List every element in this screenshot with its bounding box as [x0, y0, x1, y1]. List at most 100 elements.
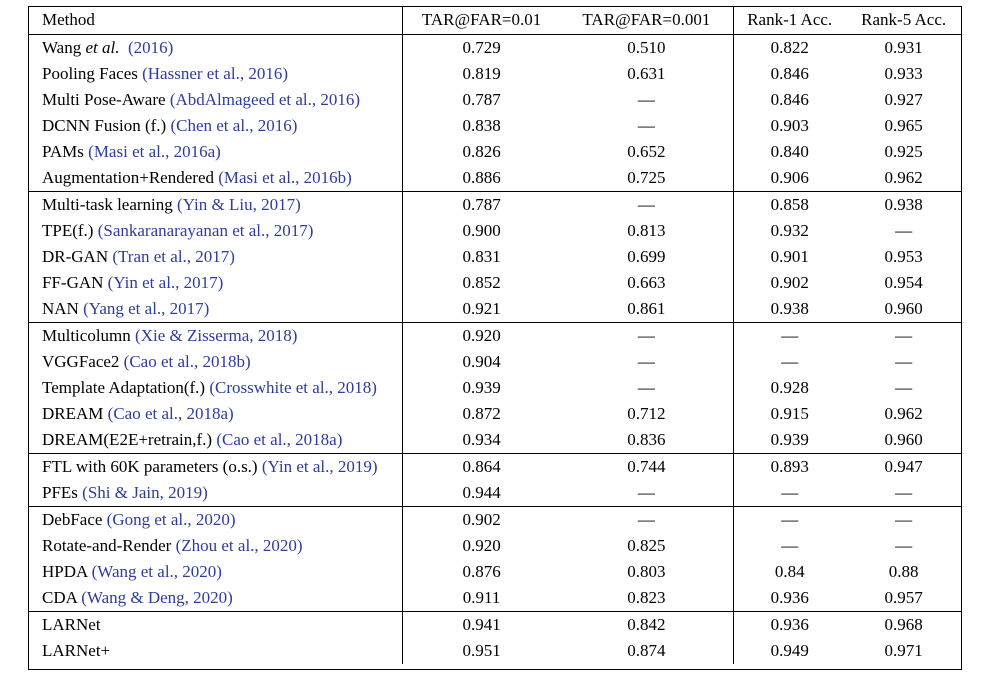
method-name: Multicolumn — [42, 326, 136, 345]
citation-link[interactable]: (Shi & Jain, 2019) — [82, 483, 208, 502]
table-row: DebFace (Gong et al., 2020) 0.902— — — — [28, 506, 962, 533]
rank5-cell: 0.954 — [884, 273, 923, 292]
tar-far-0001-cell: — — [637, 116, 655, 135]
method-name: DREAM — [42, 404, 108, 423]
table-row: Multi Pose-Aware (AbdAlmageed et al., 20… — [28, 87, 962, 113]
tar-far-001-cell: 0.787 — [402, 87, 560, 113]
header-rank1: Rank-1 Acc. — [733, 6, 846, 35]
citation-link[interactable]: (Cao et al., 2018a) — [107, 404, 234, 423]
rank5-cell: 0.971 — [884, 641, 923, 660]
tar-far-0001-cell: 0.825 — [627, 536, 666, 555]
rank1-cell: 0.932 — [733, 218, 846, 244]
tar-far-0001-cell: — — [559, 191, 734, 218]
rank1-cell: 0.822 — [733, 34, 846, 61]
method-cell: FTL with 60K parameters (o.s.) (Yin et a… — [28, 453, 403, 480]
table-row: Wang et al. (2016) 0.729 0.510 0.822 0.931 — [28, 34, 962, 62]
tar-far-0001-cell: — — [637, 90, 655, 109]
tar-far-001-cell: 0.787 — [402, 191, 560, 218]
rank1-cell: 0.903 — [733, 113, 846, 139]
citation-link[interactable]: (Hassner et al., 2016) — [142, 64, 288, 83]
tar-far-001-cell: 0.831 — [402, 244, 560, 270]
method-cell: DR-GAN (Tran et al., 2017) — [28, 244, 403, 270]
method-cell: DREAM (Cao et al., 2018a) — [28, 401, 403, 427]
citation-link[interactable]: (Masi et al., 2016a) — [88, 142, 221, 161]
rank5-cell: — — [895, 378, 913, 397]
rank5-cell: 0.938 — [845, 191, 962, 218]
table-row: DR-GAN (Tran et al., 2017) 0.831 0.699 0.90… — [28, 244, 962, 270]
citation-link[interactable]: (Yin et al., 2017) — [107, 273, 224, 292]
method-name: FF-GAN — [42, 273, 108, 292]
rank5-cell: 0.88 — [888, 562, 919, 581]
table-row: Rotate-and-Render (Zhou et al., 2020) 0.9… — [28, 533, 962, 559]
tar-far-001-cell: 0.826 — [402, 139, 560, 165]
tar-far-001-cell: 0.921 — [402, 296, 560, 323]
rank1-cell: 0.893 — [733, 453, 846, 480]
method-cell: Template Adaptation(f.) (Crosswhite et a… — [28, 375, 403, 401]
method-name: Rotate-and-Render — [42, 536, 176, 555]
citation-link[interactable]: (Gong et al., 2020) — [106, 510, 236, 529]
header-rank5: Rank-5 Acc. — [845, 6, 962, 35]
rank5-cell: — — [895, 536, 913, 555]
citation-link[interactable]: (Cao et al., 2018b) — [123, 352, 251, 371]
citation-link[interactable]: (Tran et al., 2017) — [112, 247, 235, 266]
citation-link[interactable]: (Xie & Zisserma, 2018) — [135, 326, 298, 345]
citation-link[interactable]: (AbdAlmageed et al., 2016) — [169, 90, 361, 109]
rank1-cell: 0.84 — [733, 559, 846, 585]
header-tar-far-0001: TAR@FAR=0.001 — [559, 6, 734, 35]
rank1-cell: 0.936 — [733, 611, 846, 638]
tar-far-0001-cell: 0.842 — [559, 611, 734, 638]
citation-link[interactable]: (Chen et al., 2016) — [170, 116, 298, 135]
citation-link[interactable]: (Zhou et al., 2020) — [175, 536, 303, 555]
method-cell: HPDA (Wang et al., 2020) — [28, 559, 403, 585]
tar-far-0001-cell: 0.874 — [627, 641, 666, 660]
method-cell: Multi-task learning (Yin & Liu, 2017) — [28, 191, 403, 218]
rank1-cell: 0.846 — [733, 87, 846, 113]
method-cell: TPE(f.) (Sankaranarayanan et al., 2017) — [28, 218, 403, 244]
citation-link[interactable]: (2016) — [119, 38, 174, 57]
rank1-cell: 0.939 — [733, 427, 846, 454]
rank1-cell: 0.949 — [733, 638, 846, 664]
method-cell: Wang et al. (2016) — [28, 35, 403, 62]
citation-link[interactable]: (Masi et al., 2016b) — [218, 168, 352, 187]
rank5-cell: 0.925 — [884, 142, 923, 161]
rank1-cell: — — [733, 533, 846, 559]
table-body: Wang et al. (2016) 0.729 0.510 0.822 0.931 Po… — [28, 34, 962, 664]
method-cell: CDA (Wang & Deng, 2020) — [28, 585, 403, 612]
rank1-cell: — — [733, 480, 846, 507]
rank1-cell: — — [733, 506, 846, 533]
citation-link[interactable]: (Yang et al., 2017) — [83, 299, 210, 318]
table-row: DCNN Fusion (f.) (Chen et al., 2016) 0.83… — [28, 113, 962, 139]
rank5-cell: 0.960 — [884, 299, 923, 318]
rank5-cell: 0.962 — [884, 404, 923, 423]
rank1-cell: 0.938 — [733, 296, 846, 323]
tar-far-001-cell: 0.934 — [402, 427, 560, 454]
tar-far-001-cell: 0.819 — [402, 61, 560, 87]
citation-link[interactable]: (Sankaranarayanan et al., 2017) — [97, 221, 314, 240]
tar-far-0001-cell: 0.813 — [627, 221, 666, 240]
citation-link[interactable]: (Yin et al., 2019) — [261, 457, 378, 476]
table-row: PFEs (Shi & Jain, 2019) 0.944— — — — [28, 480, 962, 507]
tar-far-001-cell: 0.944 — [402, 480, 560, 507]
method-etal: et al. — [81, 38, 120, 57]
tar-far-0001-cell: 0.699 — [627, 247, 666, 266]
table-row: PAMs (Masi et al., 2016a) 0.826 0.652 0.840… — [28, 139, 962, 165]
method-name: NAN — [42, 299, 84, 318]
tar-far-001-cell: 0.902 — [402, 506, 560, 533]
tar-far-001-cell: 0.939 — [402, 375, 560, 401]
method-cell: Multicolumn (Xie & Zisserma, 2018) — [28, 322, 403, 349]
tar-far-0001-cell: — — [559, 322, 734, 349]
citation-link[interactable]: (Crosswhite et al., 2018) — [209, 378, 377, 397]
method-cell: LARNet+ — [28, 638, 403, 664]
method-cell: VGGFace2 (Cao et al., 2018b) — [28, 349, 403, 375]
citation-link[interactable]: (Cao et al., 2018a) — [216, 430, 343, 449]
table-row: DREAM (Cao et al., 2018a) 0.872 0.712 0.915… — [28, 401, 962, 427]
citation-link[interactable]: (Wang et al., 2020) — [91, 562, 222, 581]
citation-link[interactable]: (Wang & Deng, 2020) — [81, 588, 233, 607]
method-name: LARNet — [42, 615, 101, 634]
table-row: CDA (Wang & Deng, 2020) 0.911 0.823 0.936 0.… — [28, 585, 962, 612]
method-cell: DebFace (Gong et al., 2020) — [28, 506, 403, 533]
table-row: Template Adaptation(f.) (Crosswhite et a… — [28, 375, 962, 401]
rank5-cell: 0.927 — [884, 90, 923, 109]
citation-link[interactable]: (Yin & Liu, 2017) — [177, 195, 301, 214]
rank5-cell: 0.960 — [884, 430, 923, 449]
